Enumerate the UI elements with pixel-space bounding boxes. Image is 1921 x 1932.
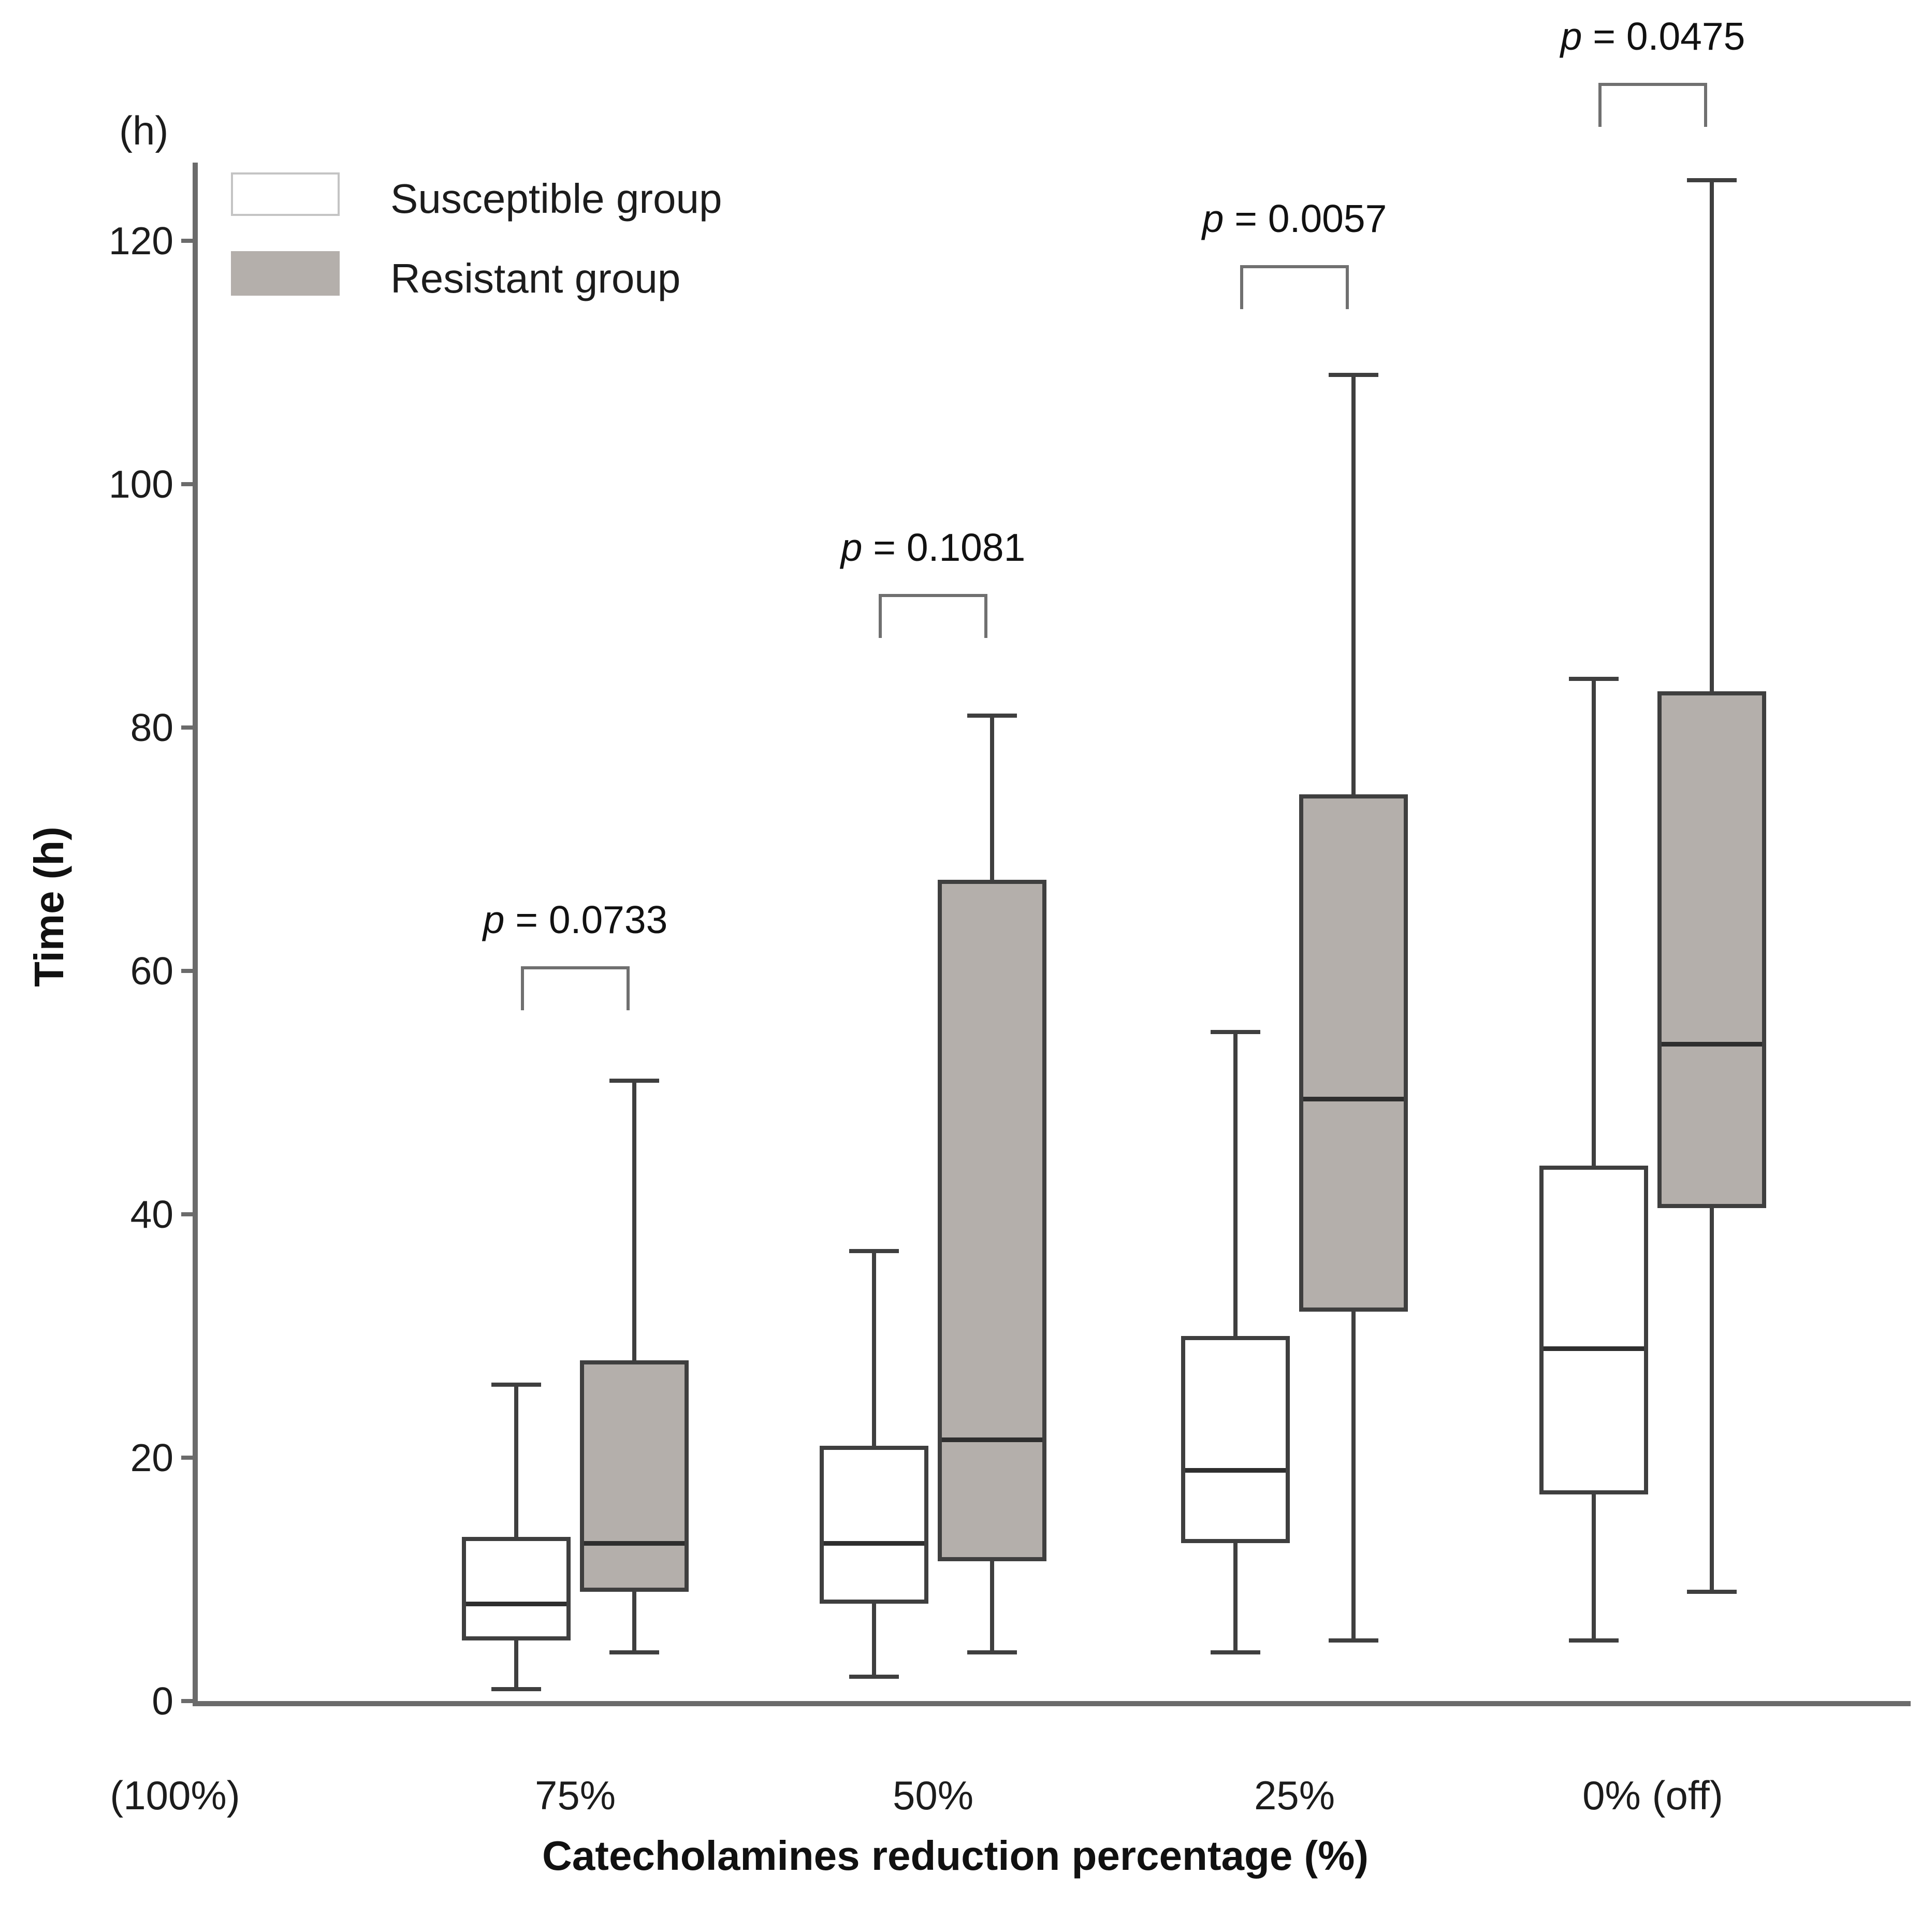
y-axis-tick bbox=[181, 1212, 197, 1216]
x-axis-line bbox=[193, 1701, 1911, 1706]
whisker-cap-low-susceptible bbox=[1211, 1650, 1260, 1654]
whisker-upper-resistant bbox=[1351, 374, 1356, 795]
p-value-label: p = 0.0057 bbox=[1202, 197, 1387, 240]
significance-bracket bbox=[1240, 265, 1349, 309]
whisker-cap-low-susceptible bbox=[849, 1675, 899, 1679]
box-resistant-25% bbox=[1299, 794, 1408, 1312]
whisker-lower-resistant bbox=[1351, 1312, 1356, 1640]
whisker-lower-susceptible bbox=[1233, 1543, 1238, 1652]
y-axis-tick-label: 40 bbox=[130, 1193, 173, 1236]
box-susceptible-0% (off) bbox=[1539, 1166, 1648, 1494]
whisker-lower-resistant bbox=[632, 1591, 636, 1652]
whisker-lower-susceptible bbox=[1592, 1494, 1596, 1640]
legend-label-resistant: Resistant group bbox=[390, 255, 681, 301]
legend-swatch-resistant bbox=[231, 251, 340, 296]
box-resistant-0% (off) bbox=[1657, 691, 1766, 1209]
median-susceptible bbox=[1544, 1346, 1644, 1351]
significance-bracket bbox=[879, 593, 987, 638]
whisker-cap-low-susceptible bbox=[1569, 1638, 1619, 1643]
median-resistant bbox=[942, 1437, 1042, 1442]
y-axis-tick bbox=[181, 725, 197, 730]
x-baseline-label: (100%) bbox=[110, 1773, 240, 1818]
whisker-upper-susceptible bbox=[1233, 1032, 1238, 1336]
box-susceptible-50% bbox=[820, 1445, 928, 1604]
whisker-cap-high-susceptible bbox=[1211, 1029, 1260, 1034]
significance-bracket bbox=[521, 966, 630, 1010]
whisker-lower-resistant bbox=[990, 1561, 994, 1652]
whisker-cap-high-susceptible bbox=[849, 1248, 899, 1253]
whisker-lower-susceptible bbox=[514, 1640, 518, 1689]
x-category-label: 50% bbox=[892, 1773, 974, 1818]
y-axis-line bbox=[193, 163, 198, 1706]
x-category-label: 25% bbox=[1254, 1773, 1335, 1818]
median-susceptible bbox=[466, 1602, 566, 1606]
y-axis-tick bbox=[181, 1456, 197, 1460]
whisker-upper-susceptible bbox=[514, 1385, 518, 1537]
legend-label-susceptible: Susceptible group bbox=[390, 176, 722, 222]
whisker-cap-high-resistant bbox=[967, 713, 1017, 718]
y-axis-tick bbox=[181, 1699, 197, 1703]
whisker-cap-low-resistant bbox=[967, 1650, 1017, 1654]
whisker-cap-low-resistant bbox=[609, 1650, 659, 1654]
whisker-upper-resistant bbox=[1710, 180, 1714, 691]
median-susceptible bbox=[824, 1541, 924, 1546]
y-axis-tick bbox=[181, 239, 197, 243]
y-axis-tick bbox=[181, 482, 197, 486]
p-value-label: p = 0.1081 bbox=[840, 525, 1026, 569]
whisker-upper-susceptible bbox=[1592, 679, 1596, 1166]
p-value-label: p = 0.0733 bbox=[483, 897, 668, 941]
legend-swatch-susceptible bbox=[231, 172, 340, 216]
whisker-upper-resistant bbox=[990, 715, 994, 880]
y-axis-tick-label: 60 bbox=[130, 949, 173, 993]
median-resistant bbox=[584, 1541, 685, 1546]
box-susceptible-75% bbox=[462, 1536, 571, 1640]
y-axis-tick-label: 120 bbox=[108, 219, 173, 263]
whisker-cap-high-susceptible bbox=[1569, 677, 1619, 681]
y-axis-tick-label: 20 bbox=[130, 1436, 173, 1479]
p-value-label: p = 0.0475 bbox=[1560, 14, 1745, 58]
whisker-cap-low-resistant bbox=[1687, 1589, 1737, 1594]
whisker-lower-susceptible bbox=[872, 1604, 876, 1677]
whisker-upper-susceptible bbox=[872, 1251, 876, 1446]
y-axis-unit-label: (h) bbox=[119, 108, 169, 153]
median-resistant bbox=[1303, 1096, 1404, 1101]
x-axis-title: Catecholamines reduction percentage (%) bbox=[542, 1833, 1369, 1879]
whisker-cap-low-susceptible bbox=[491, 1687, 541, 1691]
median-resistant bbox=[1662, 1042, 1762, 1047]
x-category-label: 0% (off) bbox=[1582, 1773, 1723, 1818]
y-axis-tick-label: 80 bbox=[130, 706, 173, 749]
whisker-lower-resistant bbox=[1710, 1208, 1714, 1592]
y-axis-tick bbox=[181, 969, 197, 973]
box-susceptible-25% bbox=[1181, 1336, 1290, 1543]
box-resistant-75% bbox=[580, 1360, 689, 1592]
whisker-upper-resistant bbox=[632, 1080, 636, 1360]
median-susceptible bbox=[1185, 1468, 1286, 1473]
whisker-cap-high-resistant bbox=[1687, 178, 1737, 182]
whisker-cap-high-susceptible bbox=[491, 1383, 541, 1387]
whisker-cap-high-resistant bbox=[1329, 372, 1378, 377]
y-axis-tick-label: 100 bbox=[108, 462, 173, 506]
x-category-label: 75% bbox=[534, 1773, 616, 1818]
y-axis-tick-label: 0 bbox=[152, 1679, 173, 1723]
box-resistant-50% bbox=[938, 879, 1046, 1561]
whisker-cap-high-resistant bbox=[609, 1078, 659, 1083]
whisker-cap-low-resistant bbox=[1329, 1638, 1378, 1643]
significance-bracket bbox=[1598, 82, 1707, 127]
